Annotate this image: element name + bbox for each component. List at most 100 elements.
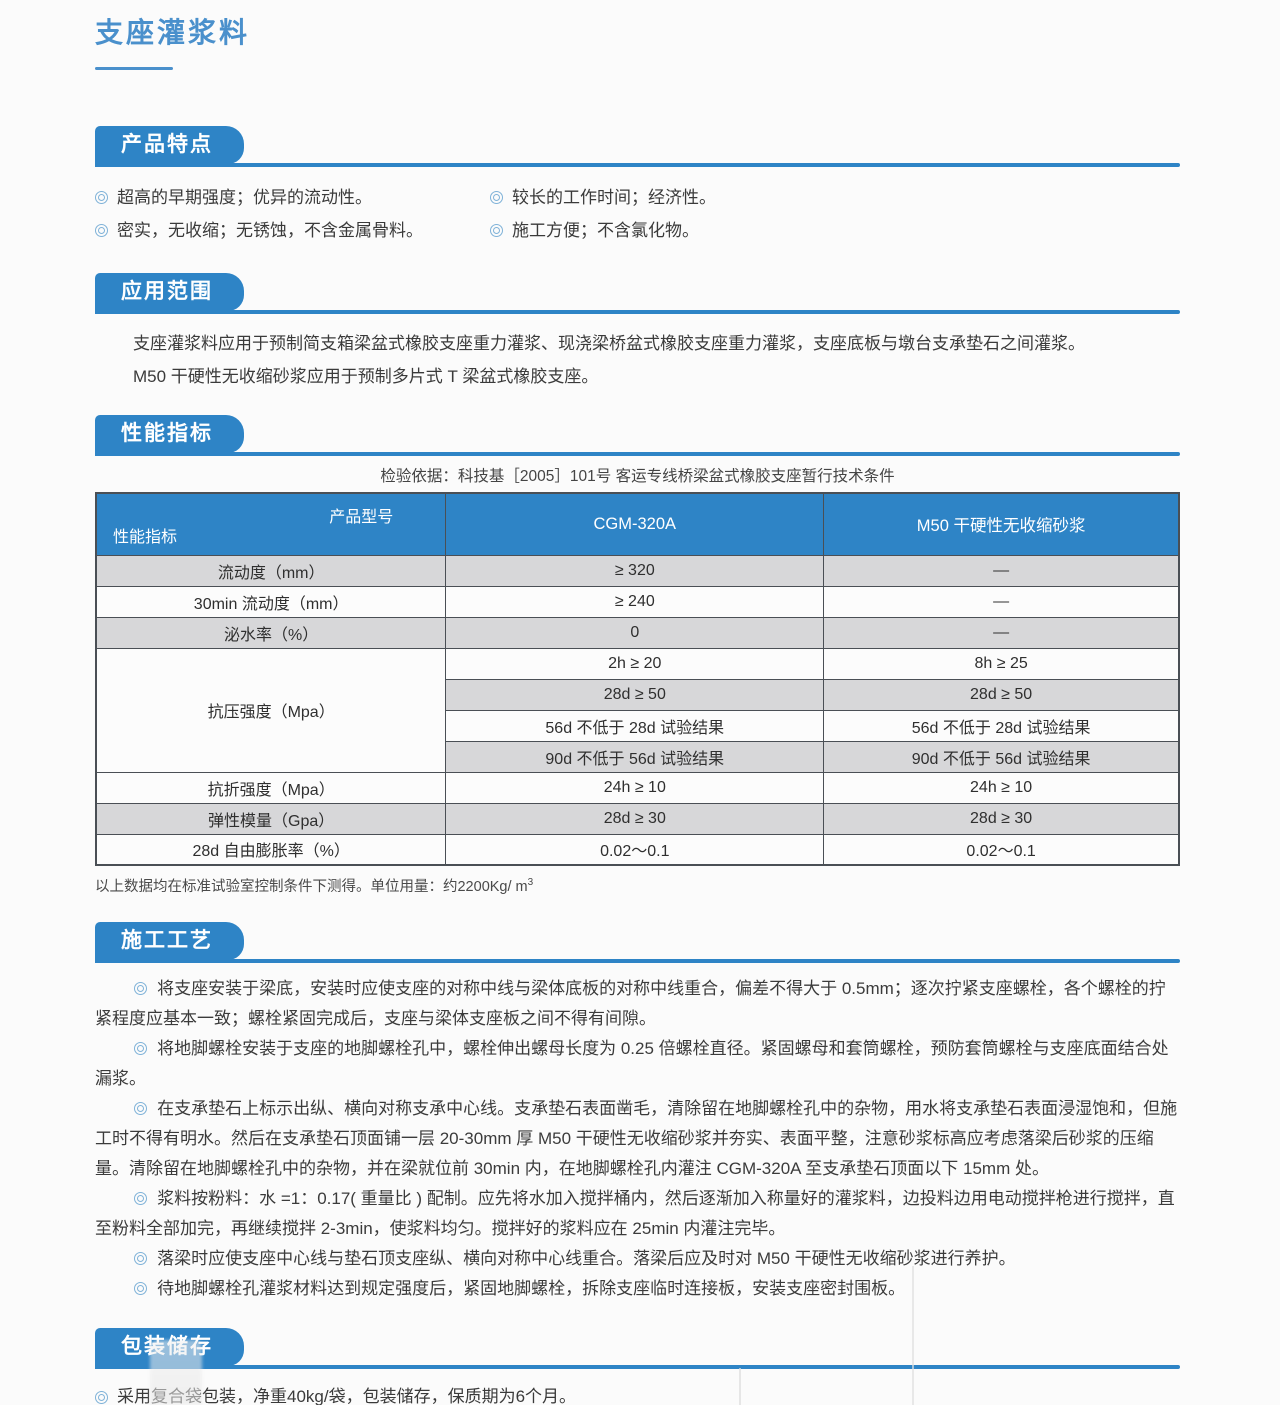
feature-text: 超高的早期强度；优异的流动性。	[117, 188, 372, 207]
cell-m50: 56d 不低于 28d 试验结果	[823, 709, 1180, 742]
table-row: 抗折强度（Mpa） 24h ≥ 10 24h ≥ 10	[95, 771, 1180, 804]
feature-item: 施工方便；不含氯化物。	[490, 214, 1180, 247]
table-row: 30min 流动度（mm） ≥ 240 —	[95, 585, 1180, 618]
section-construction: 施工工艺 将支座安装于梁底，安装时应使支座的对称中线与梁体底板的对称中线重合，偏…	[95, 922, 1180, 1304]
table-header-row: 产品型号 性能指标 CGM-320A M50 干硬性无收缩砂浆	[95, 492, 1180, 556]
column-header-cgm: CGM-320A	[445, 492, 825, 556]
feature-item: 密实，无收缩；无锈蚀，不含金属骨料。	[95, 214, 490, 247]
row-label: 28d 自由膨胀率（%）	[95, 833, 447, 866]
construction-paragraph: 浆料按粉料：水 =1：0.17( 重量比 ) 配制。应先将水加入搅拌桶内，然后逐…	[95, 1184, 1180, 1244]
construction-paragraphs: 将支座安装于梁底，安装时应使支座的对称中线与梁体底板的对称中线重合，偏差不得大于…	[95, 974, 1180, 1304]
section-tab-features: 产品特点	[95, 126, 244, 164]
footnote-superscript: 3	[527, 877, 534, 889]
application-line: M50 干硬性无收缩砂浆应用于预制多片式 T 梁盆式橡胶支座。	[133, 367, 599, 386]
construction-text: 在支承垫石上标示出纵、横向对称支承中心线。支承垫石表面凿毛，清除留在地脚螺栓孔中…	[95, 1099, 1178, 1178]
row-label: 流动度（mm）	[95, 554, 447, 587]
section-header: 应用范围	[95, 273, 1180, 314]
table-row: 28d ≥ 50 28d ≥ 50	[96, 678, 1180, 711]
cell-cgm: 24h ≥ 10	[445, 771, 825, 804]
table-row: 流动度（mm） ≥ 320 —	[95, 554, 1180, 587]
construction-paragraph: 将地脚螺栓安装于支座的地脚螺栓孔中，螺栓伸出螺母长度为 0.25 倍螺栓直径。紧…	[95, 1034, 1180, 1094]
page-artifact	[150, 1340, 202, 1405]
table-row: 90d 不低于 56d 试验结果 90d 不低于 56d 试验结果	[96, 740, 1180, 773]
construction-text: 将地脚螺栓安装于支座的地脚螺栓孔中，螺栓伸出螺母长度为 0.25 倍螺栓直径。紧…	[95, 1039, 1169, 1088]
cell-cgm: ≥ 240	[445, 585, 825, 618]
inspection-basis: 检验依据：科技基［2005］101号 客运专线桥梁盆式橡胶支座暂行技术条件	[380, 468, 895, 485]
section-header: 包装储存	[95, 1328, 1180, 1369]
ring-bullet-icon	[134, 982, 148, 995]
construction-text: 落梁时应使支座中心线与垫石顶支座纵、横向对称中心线重合。落梁后应及时对 M50 …	[157, 1249, 1016, 1268]
table-row: 泌水率（%） 0 —	[95, 616, 1180, 649]
row-label: 30min 流动度（mm）	[95, 585, 447, 618]
application-paragraph: 支座灌浆料应用于预制简支箱梁盆式橡胶支座重力灌浆、现浇梁桥盆式橡胶支座重力灌浆，…	[95, 327, 1180, 393]
construction-text: 待地脚螺栓孔灌浆材料达到规定强度后，紧固地脚螺栓，拆除支座临时连接板，安装支座密…	[157, 1279, 906, 1298]
cell-cgm: 0	[445, 616, 825, 649]
construction-text: 浆料按粉料：水 =1：0.17( 重量比 ) 配制。应先将水加入搅拌桶内，然后逐…	[95, 1189, 1175, 1238]
section-rule	[95, 1365, 1180, 1369]
section-tab-application: 应用范围	[95, 273, 244, 311]
feature-item: 超高的早期强度；优异的流动性。	[95, 181, 490, 214]
row-label: 泌水率（%）	[95, 616, 447, 649]
table-footnote: 以上数据均在标准试验室控制条件下测得。单位用量：约2200Kg/ m3	[95, 875, 1180, 896]
section-rule	[95, 310, 1180, 314]
diagonal-corner-cell: 产品型号 性能指标	[95, 492, 447, 556]
section-header: 施工工艺	[95, 922, 1180, 963]
construction-paragraph: 待地脚螺栓孔灌浆材料达到规定强度后，紧固地脚螺栓，拆除支座临时连接板，安装支座密…	[95, 1274, 1180, 1304]
construction-text: 将支座安装于梁底，安装时应使支座的对称中线与梁体底板的对称中线重合，偏差不得大于…	[95, 979, 1166, 1028]
ring-bullet-icon	[134, 1282, 148, 1295]
corner-label-performance-index: 性能指标	[113, 528, 178, 546]
cell-cgm: ≥ 320	[445, 554, 825, 587]
feature-text: 较长的工作时间；经济性。	[512, 188, 716, 207]
cell-cgm: 2h ≥ 20	[445, 647, 825, 680]
cell-cgm: 0.02～0.1	[445, 833, 825, 866]
cell-m50: 0.02～0.1	[823, 833, 1180, 866]
cell-m50: —	[823, 585, 1180, 618]
cell-cgm: 28d ≥ 30	[445, 802, 825, 835]
cell-m50: 90d 不低于 56d 试验结果	[823, 740, 1180, 773]
table-row: 弹性模量（Gpa） 28d ≥ 30 28d ≥ 30	[95, 802, 1180, 835]
ring-bullet-icon	[134, 1042, 148, 1055]
section-features: 产品特点 超高的早期强度；优异的流动性。 较长的工作时间；经济性。 密实，无收缩…	[95, 126, 1180, 247]
construction-paragraph: 落梁时应使支座中心线与垫石顶支座纵、横向对称中心线重合。落梁后应及时对 M50 …	[95, 1244, 1180, 1274]
features-list: 超高的早期强度；优异的流动性。 较长的工作时间；经济性。 密实，无收缩；无锈蚀，…	[95, 181, 1180, 247]
title-underline	[95, 67, 173, 70]
cell-cgm: 28d ≥ 50	[445, 678, 825, 711]
cell-m50: —	[823, 554, 1180, 587]
cell-m50: 28d ≥ 50	[823, 678, 1180, 711]
performance-table: 产品型号 性能指标 CGM-320A M50 干硬性无收缩砂浆 流动度（mm） …	[95, 492, 1180, 866]
page-title: 支座灌浆料	[95, 17, 251, 48]
cell-cgm: 90d 不低于 56d 试验结果	[445, 740, 825, 773]
section-performance: 性能指标 检验依据：科技基［2005］101号 客运专线桥梁盆式橡胶支座暂行技术…	[95, 415, 1180, 896]
section-rule	[95, 163, 1180, 167]
feature-text: 施工方便；不含氯化物。	[512, 221, 699, 240]
table-row: 28d 自由膨胀率（%） 0.02～0.1 0.02～0.1	[95, 833, 1180, 866]
packaging-item: 采用复合袋包装，净重40kg/袋，包装储存，保质期为6个月。	[95, 1382, 1180, 1405]
cell-cgm: 56d 不低于 28d 试验结果	[445, 709, 825, 742]
application-line: 支座灌浆料应用于预制简支箱梁盆式橡胶支座重力灌浆、现浇梁桥盆式橡胶支座重力灌浆，…	[133, 334, 1085, 353]
ring-bullet-icon	[134, 1192, 148, 1205]
ring-bullet-icon	[490, 224, 503, 237]
ring-bullet-icon	[490, 191, 503, 204]
ring-bullet-icon	[134, 1252, 148, 1265]
cell-m50: 8h ≥ 25	[823, 647, 1180, 680]
column-header-m50: M50 干硬性无收缩砂浆	[823, 492, 1180, 556]
construction-paragraph: 将支座安装于梁底，安装时应使支座的对称中线与梁体底板的对称中线重合，偏差不得大于…	[95, 974, 1180, 1034]
ring-bullet-icon	[95, 224, 108, 237]
section-rule	[95, 452, 1180, 456]
packaging-text: 采用复合袋包装，净重40kg/袋，包装储存，保质期为6个月。	[117, 1387, 577, 1405]
section-header: 性能指标	[95, 415, 1180, 456]
ring-bullet-icon	[95, 1390, 108, 1404]
ring-bullet-icon	[134, 1102, 148, 1115]
construction-paragraph: 在支承垫石上标示出纵、横向对称支承中心线。支承垫石表面凿毛，清除留在地脚螺栓孔中…	[95, 1094, 1180, 1184]
feature-text: 密实，无收缩；无锈蚀，不含金属骨料。	[117, 221, 423, 240]
page-artifact	[739, 1368, 741, 1405]
footnote-text: 以上数据均在标准试验室控制条件下测得。单位用量：约2200Kg/ m	[95, 879, 528, 895]
corner-label-product-model: 产品型号	[329, 509, 394, 526]
ring-bullet-icon	[95, 191, 108, 204]
section-tab-performance: 性能指标	[95, 415, 244, 453]
table-row: 抗压强度（Mpa） 2h ≥ 20 8h ≥ 25	[95, 647, 1180, 773]
row-label: 弹性模量（Gpa）	[95, 802, 447, 835]
section-packaging: 包装储存 采用复合袋包装，净重40kg/袋，包装储存，保质期为6个月。	[95, 1328, 1180, 1405]
cell-m50: 28d ≥ 30	[823, 802, 1180, 835]
